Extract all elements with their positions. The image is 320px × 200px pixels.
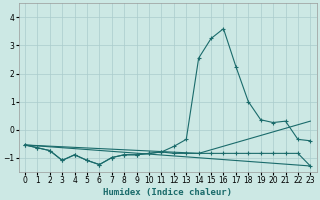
X-axis label: Humidex (Indice chaleur): Humidex (Indice chaleur) <box>103 188 232 197</box>
